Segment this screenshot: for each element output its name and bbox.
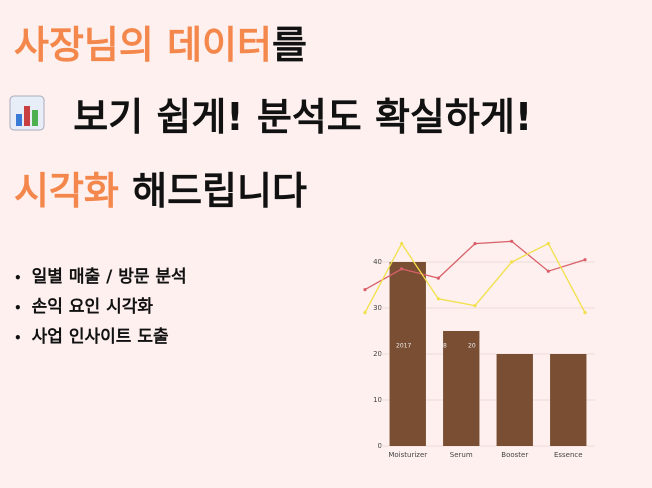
bullet: 일별 매출 / 방문 분석: [14, 262, 187, 292]
headline-text: 보기 쉽게! 분석도 확실하게!: [73, 95, 533, 139]
line-point: [363, 288, 367, 292]
x-tick-label: Serum: [450, 451, 473, 459]
headline-accent: 시각화: [14, 169, 119, 213]
x-tick-label: Booster: [501, 451, 528, 459]
bar-label: 2017: [396, 343, 411, 350]
x-tick-label: Moisturizer: [388, 451, 427, 459]
bullet: 사업 인사이트 도출: [14, 322, 187, 352]
line-point: [400, 242, 404, 246]
headline-3: 시각화 해드립니다: [14, 160, 307, 215]
bar: [389, 262, 426, 446]
line-point: [546, 269, 550, 273]
line-point: [363, 311, 367, 315]
bullet-list: 일별 매출 / 방문 분석 손익 요인 시각화 사업 인사이트 도출: [14, 262, 187, 352]
headline-text: 해드립니다: [132, 169, 307, 213]
bar-label: 8: [443, 343, 447, 350]
y-tick-label: 10: [373, 396, 382, 404]
line-point: [436, 297, 440, 301]
bar: [496, 354, 533, 446]
line-point: [583, 311, 587, 315]
line-point: [546, 242, 550, 246]
x-tick-label: Essence: [554, 451, 583, 459]
y-tick-label: 40: [373, 258, 382, 266]
bar: [550, 354, 587, 446]
headline-text: 를: [271, 23, 307, 67]
line-point: [510, 260, 514, 264]
line-point: [473, 304, 477, 308]
chart-icon: [9, 95, 45, 131]
headline-accent: 사장님의 데이터: [14, 23, 272, 67]
bar-label: 20: [468, 343, 476, 350]
headline-1: 사장님의 데이터를: [14, 14, 307, 69]
y-tick-label: 0: [378, 442, 382, 450]
bullet: 손익 요인 시각화: [14, 292, 187, 322]
y-tick-label: 20: [373, 350, 382, 358]
line-point: [400, 267, 404, 271]
y-tick-label: 30: [373, 304, 382, 312]
line-point: [436, 276, 440, 280]
line-point: [473, 242, 477, 246]
line-point: [583, 258, 587, 262]
headline-2: 보기 쉽게! 분석도 확실하게!: [8, 86, 532, 141]
line-point: [510, 239, 514, 243]
bar: [443, 331, 480, 446]
